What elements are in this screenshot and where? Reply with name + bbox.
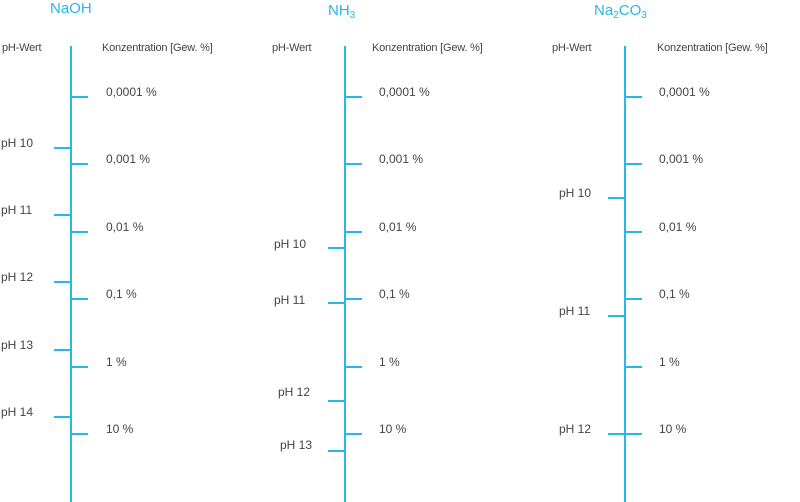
naoh-conc-tick [72, 231, 88, 233]
na2co3-conc-tick [626, 96, 642, 98]
nh3-ph-tick [328, 450, 344, 452]
naoh-conc-tick [72, 96, 88, 98]
na2co3-conc-header: Konzentration [Gew. %] [657, 42, 768, 54]
naoh-conc-tick [72, 298, 88, 300]
naoh-ph-label: pH 14 [1, 405, 34, 419]
na2co3-conc-label: 0,01 % [659, 220, 697, 234]
nh3-conc-tick [346, 433, 362, 435]
naoh-ph-tick [54, 147, 70, 149]
naoh-conc-label: 0,001 % [106, 152, 151, 166]
na2co3-conc-tick [626, 433, 642, 435]
naoh-ph-label: pH 12 [1, 270, 34, 284]
naoh-title: NaOH [50, 0, 92, 17]
nh3-ph-tick [328, 302, 344, 304]
nh3-conc-tick [346, 366, 362, 368]
naoh-ph-tick [54, 281, 70, 283]
naoh-ph-tick [54, 349, 70, 351]
nh3-conc-tick [346, 96, 362, 98]
na2co3-ph-tick [608, 433, 624, 435]
na2co3-ph-tick [608, 197, 624, 199]
naoh-conc-label: 1 % [106, 355, 127, 369]
na2co3-ph-label: pH 12 [559, 422, 592, 436]
nh3-conc-label: 1 % [379, 355, 400, 369]
nh3-conc-header: Konzentration [Gew. %] [372, 42, 483, 54]
na2co3-conc-label: 0,001 % [659, 152, 704, 166]
na2co3-ph-header: pH-Wert [552, 42, 592, 54]
na2co3-title: Na2CO3 [594, 2, 647, 21]
nh3-ph-tick [328, 400, 344, 402]
naoh-conc-label: 0,0001 % [106, 85, 157, 99]
na2co3-conc-label: 0,1 % [659, 287, 690, 301]
na2co3-conc-label: 10 % [659, 422, 687, 436]
nh3-ph-label: pH 12 [278, 385, 311, 399]
naoh-axis [70, 46, 72, 502]
na2co3-ph-label: pH 10 [559, 186, 592, 200]
naoh-ph-label: pH 13 [1, 338, 34, 352]
nh3-ph-header: pH-Wert [272, 42, 312, 54]
nh3-ph-label: pH 11 [274, 293, 306, 307]
na2co3-axis [624, 46, 626, 502]
naoh-ph-tick [54, 416, 70, 418]
naoh-ph-header: pH-Wert [2, 42, 42, 54]
nh3-conc-label: 0,001 % [379, 152, 424, 166]
nh3-ph-label: pH 13 [280, 438, 313, 452]
nh3-ph-tick [328, 247, 344, 249]
naoh-ph-tick [54, 214, 70, 216]
nh3-conc-label: 0,1 % [379, 287, 410, 301]
na2co3-conc-label: 0,0001 % [659, 85, 710, 99]
nh3-ph-label: pH 10 [274, 237, 307, 251]
nh3-conc-label: 10 % [379, 422, 407, 436]
naoh-conc-tick [72, 366, 88, 368]
nh3-conc-tick [346, 231, 362, 233]
naoh-conc-label: 10 % [106, 422, 134, 436]
na2co3-conc-tick [626, 366, 642, 368]
naoh-ph-label: pH 10 [1, 136, 34, 150]
na2co3-conc-tick [626, 298, 642, 300]
nh3-conc-tick [346, 298, 362, 300]
naoh-conc-label: 0,01 % [106, 220, 144, 234]
na2co3-conc-tick [626, 163, 642, 165]
nh3-conc-label: 0,0001 % [379, 85, 430, 99]
na2co3-conc-label: 1 % [659, 355, 680, 369]
naoh-ph-label: pH 11 [1, 203, 33, 217]
nh3-conc-tick [346, 163, 362, 165]
na2co3-conc-tick [626, 231, 642, 233]
na2co3-ph-tick [608, 315, 624, 317]
na2co3-ph-label: pH 11 [559, 304, 591, 318]
naoh-conc-tick [72, 433, 88, 435]
naoh-conc-label: 0,1 % [106, 287, 137, 301]
naoh-conc-tick [72, 163, 88, 165]
nh3-axis [344, 46, 346, 502]
nh3-title: NH3 [328, 2, 356, 21]
naoh-conc-header: Konzentration [Gew. %] [102, 42, 213, 54]
nh3-conc-label: 0,01 % [379, 220, 417, 234]
